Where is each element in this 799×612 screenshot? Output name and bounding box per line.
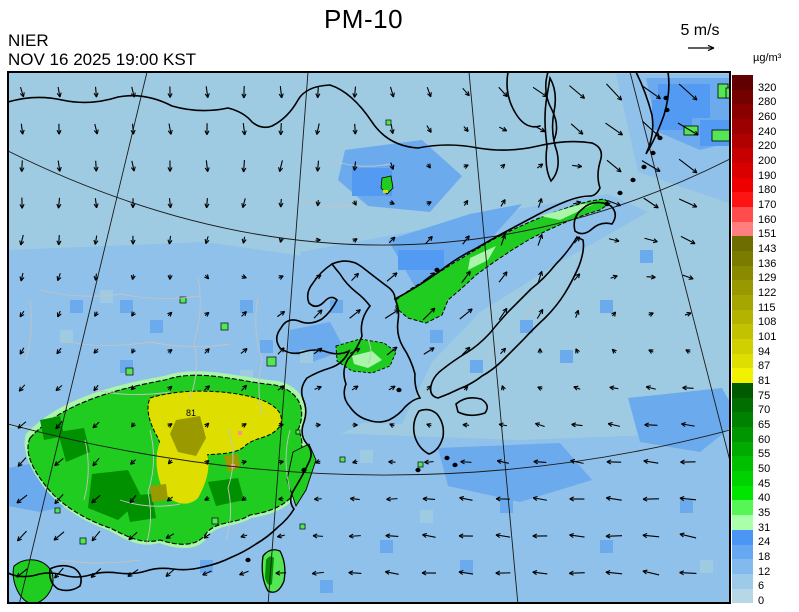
colorbar-cell [732, 133, 753, 149]
colorbar-label: 24 [758, 536, 771, 549]
colorbar-cell [732, 75, 753, 90]
colorbar-label: 200 [758, 155, 777, 167]
colorbar-cell [732, 207, 753, 222]
colorbar-cell [732, 119, 753, 134]
colorbar-cell [732, 485, 753, 501]
colorbar-cell [732, 324, 753, 340]
colorbar-cell [732, 441, 753, 457]
colorbar-cell [732, 588, 753, 604]
colorbar-label: 6 [758, 580, 765, 593]
colorbar-cell [732, 500, 753, 516]
map-layers: 81 [8, 72, 730, 603]
colorbar-label: 220 [758, 140, 777, 153]
colorbar-label: 136 [758, 257, 777, 270]
colorbar-label: 94 [758, 345, 771, 358]
map-frame [7, 71, 731, 604]
colorbar-cell [732, 353, 753, 369]
colorbar-cell [732, 295, 753, 310]
colorbar-cell [732, 368, 753, 384]
colorbar-cell [732, 221, 753, 237]
graticule [8, 72, 730, 603]
colorbar-label: 160 [758, 213, 777, 226]
colorbar-cell [732, 265, 753, 281]
colorbar-cell [732, 309, 753, 325]
colorbar-label: 18 [758, 551, 771, 563]
wind-reference-arrow-icon [688, 44, 715, 52]
colorbar-label: 190 [758, 169, 777, 182]
colorbar-label: 70 [758, 404, 771, 417]
colorbar-cell [732, 559, 753, 574]
colorbar [732, 75, 753, 604]
colorbar-label: 65 [758, 419, 771, 431]
colorbar-label: 151 [758, 228, 777, 241]
colorbar-cell [732, 89, 753, 105]
colorbar-cell [732, 544, 753, 560]
contour-label: 81 [186, 408, 196, 418]
colorbar-cell [732, 163, 753, 178]
colorbar-cell [732, 456, 753, 472]
colorbar-label: 35 [758, 507, 771, 519]
colorbar-label: 60 [758, 433, 771, 446]
colorbar-cell [732, 251, 753, 266]
colorbar-label: 115 [758, 301, 776, 314]
wind-vectors [16, 83, 699, 579]
colorbar-cell [732, 412, 753, 428]
colorbar-label: 40 [758, 492, 771, 505]
pm-plumes [12, 83, 730, 603]
colorbar-cell [732, 529, 753, 545]
colorbar-cell [732, 339, 753, 354]
colorbar-cell [732, 148, 753, 164]
page-title: PM-10 [323, 4, 404, 34]
colorbar-label: 12 [758, 565, 771, 578]
agency-label: NIER [8, 31, 49, 50]
colorbar-label: 260 [758, 111, 777, 123]
colorbar-label: 55 [758, 448, 771, 461]
colorbar-label: 143 [758, 243, 777, 255]
colorbar-cell [732, 177, 753, 193]
forecast-datetime: NOV 16 2025 19:00 KST [8, 50, 197, 69]
colorbar-label: 50 [758, 463, 771, 475]
colorbar-cell [732, 280, 753, 296]
colorbar-label: 101 [758, 331, 777, 343]
colorbar-label: 81 [758, 375, 771, 387]
colorbar-label: 320 [758, 81, 777, 94]
colorbar-label: 129 [758, 272, 777, 285]
wind-reference-label: 5 m/s [680, 22, 720, 39]
colorbar-cell [732, 573, 753, 589]
colorbar-label: 122 [758, 287, 777, 299]
unit-label: µg/m³ [753, 52, 782, 64]
colorbar-cell [732, 192, 753, 208]
colorbar-label: 45 [758, 477, 771, 490]
colorbar-cell [732, 397, 753, 413]
colorbar-cell [732, 383, 753, 398]
colorbar-label: 280 [758, 96, 777, 109]
colorbar-label: 75 [758, 389, 771, 402]
colorbar-label: 170 [758, 199, 777, 211]
coastlines [8, 72, 670, 592]
colorbar-cell [732, 427, 753, 442]
colorbar-label: 31 [758, 521, 771, 534]
colorbar-label: 108 [758, 316, 777, 329]
pm-blue-shading [8, 74, 730, 603]
colorbar-label: 87 [758, 360, 771, 373]
colorbar-label: 180 [758, 184, 777, 197]
colorbar-cell [732, 515, 753, 530]
colorbar-cell [732, 236, 753, 252]
colorbar-label: 0 [758, 595, 765, 607]
colorbar-cell [732, 471, 753, 486]
province-boundaries [25, 159, 541, 564]
colorbar-label: 240 [758, 125, 777, 138]
colorbar-cell [732, 104, 753, 120]
